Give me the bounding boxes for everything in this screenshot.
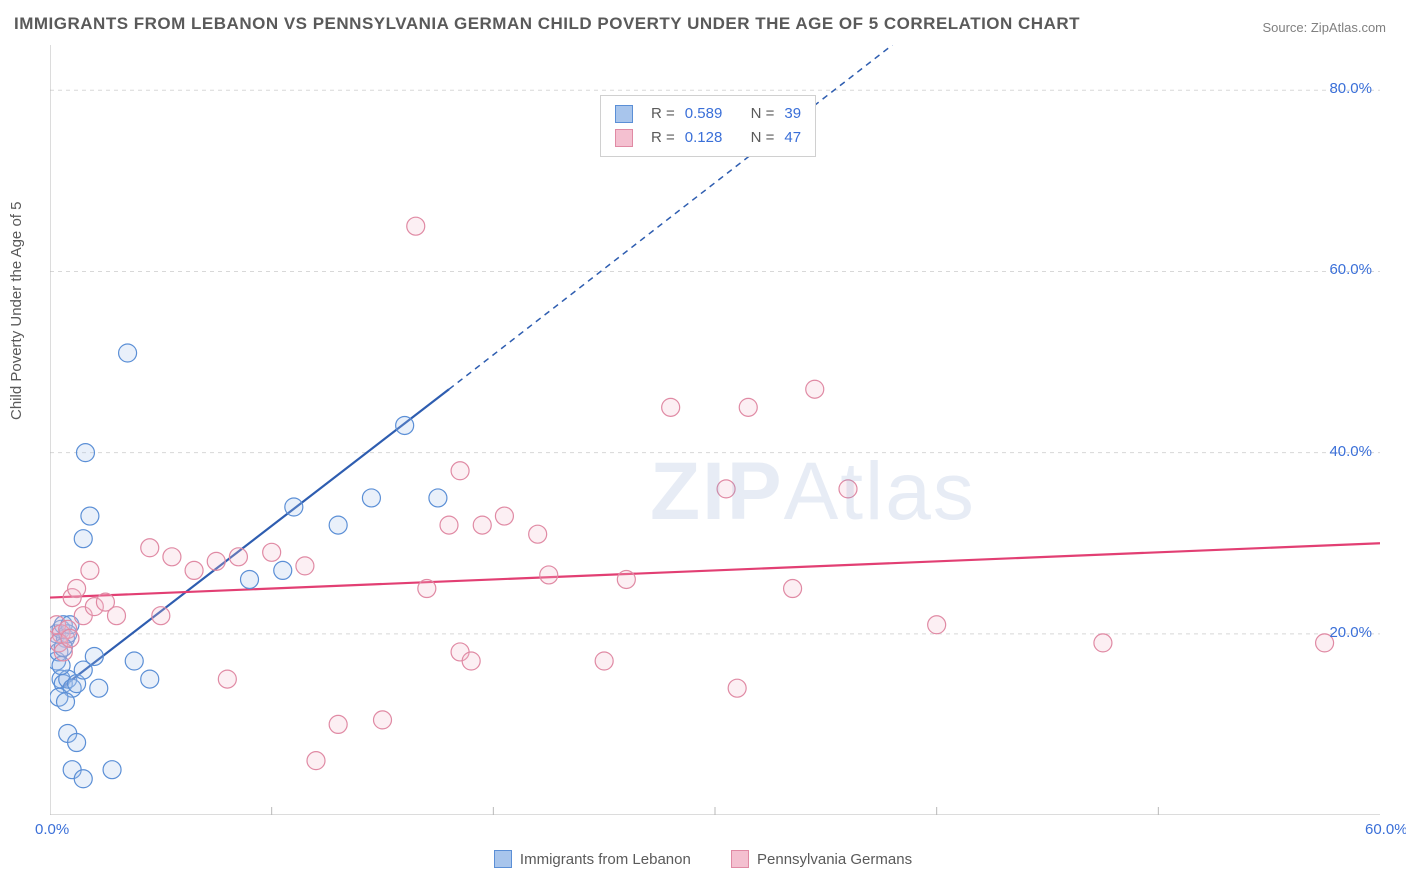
legend-item-pennsylvania: Pennsylvania Germans [731, 850, 912, 868]
legend-swatch-pennsylvania [731, 850, 749, 868]
r-value-lebanon: 0.589 [685, 102, 723, 126]
y-tick-label: 80.0% [1329, 80, 1372, 97]
source-attribution: Source: ZipAtlas.com [1262, 20, 1386, 35]
n-label: N = [751, 102, 775, 126]
chart-svg [50, 45, 1380, 815]
stats-swatch-lebanon [615, 105, 633, 123]
n-value-lebanon: 39 [784, 102, 801, 126]
correlation-stats-box: R = 0.589 N = 39 R = 0.128 N = 47 [600, 95, 816, 157]
n-value-pennsylvania: 47 [784, 126, 801, 150]
legend-item-lebanon: Immigrants from Lebanon [494, 850, 691, 868]
x-tick-label: 60.0% [1365, 821, 1406, 838]
r-label: R = [651, 126, 675, 150]
bottom-legend: Immigrants from Lebanon Pennsylvania Ger… [0, 850, 1406, 872]
y-tick-label: 20.0% [1329, 624, 1372, 641]
chart-title: IMMIGRANTS FROM LEBANON VS PENNSYLVANIA … [14, 14, 1080, 34]
legend-swatch-lebanon [494, 850, 512, 868]
n-label: N = [751, 126, 775, 150]
stats-swatch-pennsylvania [615, 129, 633, 147]
legend-label-pennsylvania: Pennsylvania Germans [757, 851, 912, 868]
legend-label-lebanon: Immigrants from Lebanon [520, 851, 691, 868]
r-label: R = [651, 102, 675, 126]
y-axis-label: Child Poverty Under the Age of 5 [8, 202, 25, 420]
y-tick-label: 40.0% [1329, 443, 1372, 460]
y-tick-label: 60.0% [1329, 261, 1372, 278]
stats-row-series2: R = 0.128 N = 47 [615, 126, 801, 150]
stats-row-series1: R = 0.589 N = 39 [615, 102, 801, 126]
x-tick-label: 0.0% [35, 821, 69, 838]
r-value-pennsylvania: 0.128 [685, 126, 723, 150]
scatter-chart: R = 0.589 N = 39 R = 0.128 N = 47 ZIPAtl… [50, 45, 1380, 815]
